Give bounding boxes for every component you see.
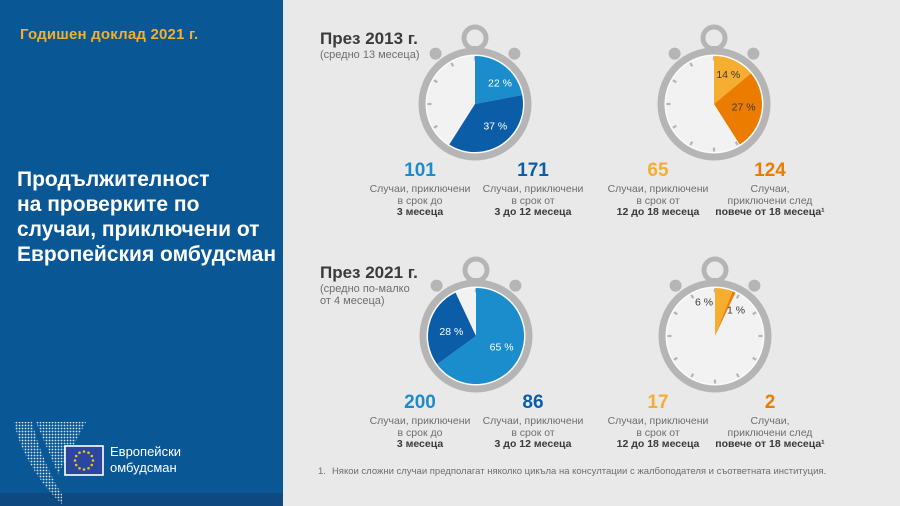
stat-count: 65: [647, 160, 669, 181]
ombudsman-logo-icon: [14, 422, 86, 504]
stat-count: 2: [764, 392, 776, 413]
caption-line: Случаи, приключени: [607, 183, 709, 195]
group-subtitle-2013: (средно 13 месеца): [320, 49, 420, 61]
stat-caption: Случаи, приключени след повече от 18 мес…: [705, 183, 835, 219]
caption-line: Случаи, приключени: [482, 183, 584, 195]
stat-col: 200 Случаи, приключени в срок до 3 месец…: [355, 393, 485, 451]
caption-bold-line: 12 до 18 месеца: [616, 206, 700, 218]
stopwatch-chart-2013-blue: 22 % 37 %: [385, 0, 565, 192]
caption-line: в срок от: [511, 426, 555, 439]
caption-bold-line: 12 до 18 месеца: [616, 438, 700, 450]
group-heading-2021: През 2021 г.: [320, 263, 418, 282]
logo-text-line: Европейски: [110, 444, 182, 459]
caption-bold-line: 3 до 12 месеца: [494, 438, 572, 450]
svg-text:1 %: 1 %: [727, 304, 745, 316]
page-title-line: Европейския омбудсман: [17, 243, 277, 266]
stat-caption: Случаи, приключени в срок от 12 до 18 ме…: [593, 415, 723, 451]
sidebar: Годишен доклад 2021 г. Продължителност н…: [0, 0, 283, 506]
caption-line: в срок от: [636, 194, 680, 207]
svg-text:22 %: 22 %: [488, 78, 512, 90]
caption-bold-line: повече от 18 месеца¹: [715, 438, 825, 450]
stopwatch-chart-2013-orange: 14 % 27 %: [624, 0, 804, 192]
logo-text: Европейски омбудсман: [110, 444, 181, 476]
caption-line: Случаи, приключени: [369, 183, 471, 195]
stat-count: 101: [404, 160, 436, 181]
caption-bold-line: повече от 18 месеца¹: [715, 206, 825, 218]
stat-count: 17: [647, 392, 669, 413]
stat-count: 86: [522, 392, 544, 413]
page-title: Продължителност на проверките по случаи,…: [17, 167, 276, 267]
caption-bold-line: 3 месеца: [396, 438, 444, 450]
caption-line: в срок до: [397, 194, 443, 207]
stat-col: 171 Случаи, приключени в срок от 3 до 12…: [468, 161, 598, 219]
stat-col: 86 Случаи, приключени в срок от 3 до 12 …: [468, 393, 598, 451]
page-title-line: Продължителност: [17, 168, 210, 191]
page-title-line: случаи, приключени от: [17, 218, 260, 241]
caption-line: Случаи, приключени: [482, 415, 584, 427]
stat-caption: Случаи, приключени в срок от 3 до 12 мес…: [468, 183, 598, 219]
caption-line: Случаи,: [750, 183, 790, 195]
caption-line: приключени след: [727, 426, 813, 439]
stat-caption: Случаи, приключени в срок до 3 месеца: [355, 183, 485, 219]
stat-caption: Случаи, приключени след повече от 18 мес…: [705, 415, 835, 451]
caption-line: в срок от: [511, 194, 555, 207]
caption-line: приключени след: [727, 194, 813, 207]
eu-flag-icon: [64, 445, 104, 476]
svg-text:27 %: 27 %: [732, 102, 756, 114]
group-subtitle-line: (средно 13 месеца): [320, 49, 420, 61]
group-subtitle-line: (средно по-малко: [320, 283, 410, 295]
caption-line: Случаи, приключени: [369, 415, 471, 427]
stat-count: 124: [754, 160, 786, 181]
stat-count: 171: [517, 160, 549, 181]
stat-col: 17 Случаи, приключени в срок от 12 до 18…: [593, 393, 723, 451]
sidebar-bottom-strip: [0, 493, 283, 506]
svg-text:14 %: 14 %: [716, 69, 740, 81]
stat-caption: Случаи, приключени в срок от 12 до 18 ме…: [593, 183, 723, 219]
stat-caption: Случаи, приключени в срок от 3 до 12 мес…: [468, 415, 598, 451]
svg-text:6 %: 6 %: [695, 297, 713, 309]
stopwatch-chart-2021-orange: 6 % 1 %: [625, 224, 805, 424]
stopwatch-chart-2021-blue: 65 % 28 %: [386, 224, 566, 424]
group-subtitle-2021: (средно по-малко от 4 месеца): [320, 283, 410, 307]
content-panel: През 2013 г. (средно 13 месеца) 22 % 37 %…: [283, 0, 900, 506]
caption-line: в срок до: [397, 426, 443, 439]
logo-text-line: омбудсман: [110, 460, 177, 475]
stat-count: 200: [404, 392, 436, 413]
footnote: 1. Някои сложни случаи предполагат няколк…: [318, 466, 878, 477]
stat-caption: Случаи, приключени в срок до 3 месеца: [355, 415, 485, 451]
report-title: Годишен доклад 2021 г.: [20, 26, 199, 43]
svg-text:65 %: 65 %: [490, 341, 514, 353]
footnote-text: Някои сложни случаи предполагат няколко …: [331, 466, 827, 477]
caption-line: Случаи, приключени: [607, 415, 709, 427]
caption-line: в срок от: [636, 426, 680, 439]
page-title-line: на проверките по: [17, 193, 200, 216]
stat-col: 124 Случаи, приключени след повече от 18…: [705, 161, 835, 219]
caption-bold-line: 3 месеца: [396, 206, 444, 218]
caption-bold-line: 3 до 12 месеца: [494, 206, 572, 218]
stat-col: 65 Случаи, приключени в срок от 12 до 18…: [593, 161, 723, 219]
stat-col: 101 Случаи, приключени в срок до 3 месец…: [355, 161, 485, 219]
svg-text:28 %: 28 %: [439, 326, 463, 338]
group-heading-2013: През 2013 г.: [320, 29, 418, 48]
group-subtitle-line: от 4 месеца): [320, 295, 385, 307]
stat-col: 2 Случаи, приключени след повече от 18 м…: [705, 393, 835, 451]
footnote-marker: 1.: [318, 466, 326, 477]
caption-line: Случаи,: [750, 415, 790, 427]
svg-text:37 %: 37 %: [483, 120, 507, 132]
